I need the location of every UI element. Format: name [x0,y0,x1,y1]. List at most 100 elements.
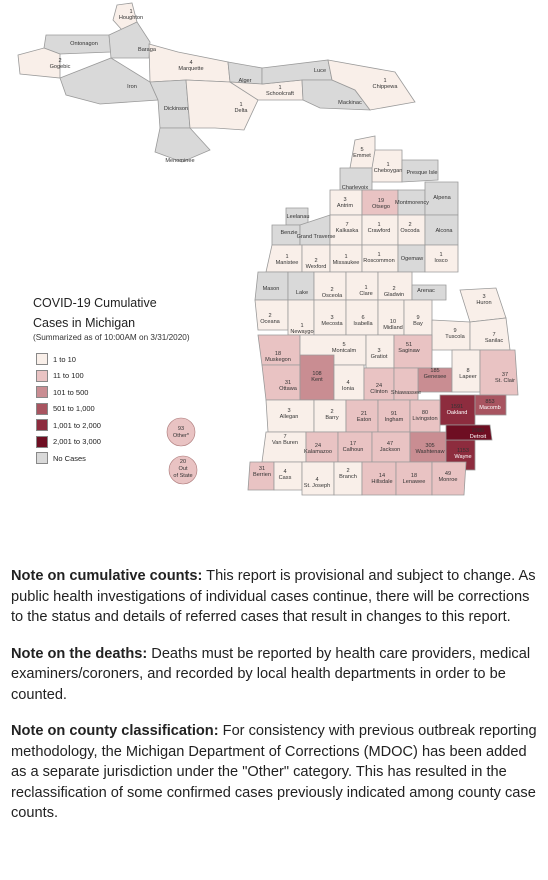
county-cases-ingham: 91 [391,411,397,417]
county-menominee [154,127,211,163]
county-label-baraga: Baraga [138,47,157,53]
county-label-livingston: Livingston [412,416,437,422]
county-label-wayne: Wayne [454,454,471,460]
county-cases-roscommon: 1 [377,252,380,258]
county-label-gogebic: Gogebic [50,64,71,70]
county-cases-mecosta: 3 [330,315,333,321]
note-paragraph: Note on county classification: For consi… [11,721,539,824]
county-cases-delta: 1 [239,102,242,108]
county-label-huron: Huron [476,300,491,306]
county-label-schoolcraft: Schoolcraft [266,91,294,97]
county-cases-gladwin: 2 [392,286,395,292]
county-cases-tuscola: 9 [453,328,456,334]
county-label-sanilac: Sanilac [485,338,504,344]
legend-label: 1,001 to 2,000 [53,420,101,430]
county-label-detroit: Detroit [470,434,487,440]
county-cases-missaukee: 1 [344,254,347,260]
legend-title: COVID-19 Cumulative Cases in Michigan [33,293,157,333]
county-label-antrim: Antrim [337,203,354,209]
county-label-otsego: Otsego [372,204,390,210]
legend-label: 1 to 10 [53,354,76,364]
county-label-calhoun: Calhoun [343,447,364,453]
county-cases-schoolcraft: 1 [278,85,281,91]
county-cases-cass: 4 [283,469,286,475]
county-cases-oscoda: 2 [408,222,411,228]
county-label-mackinac: Mackinac [338,100,362,106]
county-label-gratiot: Gratiot [371,354,388,360]
legend-item-501-to-1-000: 501 to 1,000 [36,401,101,418]
county-kalamazoo [305,431,339,463]
county-cases-wexford: 2 [314,258,317,264]
legend-item-2-001-to-3-000: 2,001 to 3,000 [36,434,101,451]
county-cases-clare: 1 [364,285,367,291]
county-cases-detroit: 2080 [472,428,484,434]
county-label-roscommon: Roscommon [363,258,394,264]
county-label-genesee: Genesee [424,374,447,380]
county-cases-cheboygan: 1 [386,162,389,168]
other-cases: 93 [178,426,184,432]
county-cases-oceana: 2 [268,313,271,319]
county-label-mason: Mason [263,286,280,292]
county-presque-isle [401,159,439,183]
county-label-monroe: Monroe [439,477,458,483]
county-label-ionia: Ionia [342,386,355,392]
county-label-iron: Iron [127,84,137,90]
county-cases-emmet: 5 [360,147,363,153]
county-label-kalamazoo: Kalamazoo [304,449,332,455]
county-label-iosco: Iosco [434,258,447,264]
county-cases-bay: 9 [416,315,419,321]
county-iron [59,57,159,105]
county-cases-kalkaska: 7 [345,222,348,228]
county-label-leelanau: Leelanau [286,214,309,220]
county-cases-lapeer: 8 [466,368,469,374]
county-label-mecosta: Mecosta [321,321,343,327]
county-gogebic [17,47,61,79]
county-cases-ottawa: 31 [285,380,291,386]
county-label-berrien: Berrien [253,472,271,478]
county-label-delta: Delta [234,108,248,114]
legend-label: No Cases [53,453,86,463]
county-label-lake: Lake [296,290,308,296]
county-label-grand-traverse: Grand Traverse [297,234,336,240]
out-of-state-label-2: of State [173,473,192,479]
out-of-state-cases: 20 [180,459,186,465]
county-label-oscoda: Oscoda [400,228,420,234]
legend-swatch [36,369,48,382]
county-label-washtenaw: Washtenaw [415,449,445,455]
note-text: For consistency with previous outbreak r… [11,723,537,821]
legend: 1 to 10 11 to 100 101 to 500 501 to 1,000 1,… [36,351,101,467]
county-label-arenac: Arenac [417,288,435,294]
legend-item-1-to-10: 1 to 10 [36,351,101,368]
county-iosco [424,244,459,273]
county-cases-genesee: 185 [430,368,439,374]
county-monroe [431,461,467,496]
county-cases-monroe: 49 [445,471,451,477]
county-label-clare: Clare [359,291,372,297]
note-paragraph: Note on cumulative counts: This report i… [11,566,539,628]
county-cases-eaton: 21 [361,411,367,417]
county-label-layer: 1HoughtonOntonagon2GogebicBaraga4Marquet… [50,9,515,489]
county-cases-st-joseph: 4 [315,477,318,483]
county-label-montcalm: Montcalm [332,348,357,354]
county-label-van-buren: Van Buren [272,440,298,446]
county-label-macomb: Macomb [479,405,500,411]
county-label-ottawa: Ottawa [279,386,298,392]
county-macomb [474,394,507,416]
county-cases-gogebic: 2 [58,58,61,64]
county-layer [17,2,519,496]
county-label-shiawassee: Shiawassee [391,390,421,396]
county-ottawa [261,364,301,401]
county-cases-huron: 3 [482,294,485,300]
out-of-state-label-1: Out [178,466,187,472]
county-label-alger: Alger [238,78,251,84]
county-label-muskegon: Muskegon [265,357,291,363]
county-ontonagon [43,34,112,55]
county-label-alcona: Alcona [435,228,453,234]
legend-item-101-to-500: 101 to 500 [36,384,101,401]
county-sanilac [469,317,511,351]
county-cases-wayne: 1153 [457,448,469,454]
legend-item-1-001-to-2-000: 1,001 to 2,000 [36,417,101,434]
county-cases-oakland: 1591 [451,404,463,410]
legend-title-line-1: COVID-19 Cumulative [33,296,157,310]
note-heading: Note on county classification: [11,723,219,739]
